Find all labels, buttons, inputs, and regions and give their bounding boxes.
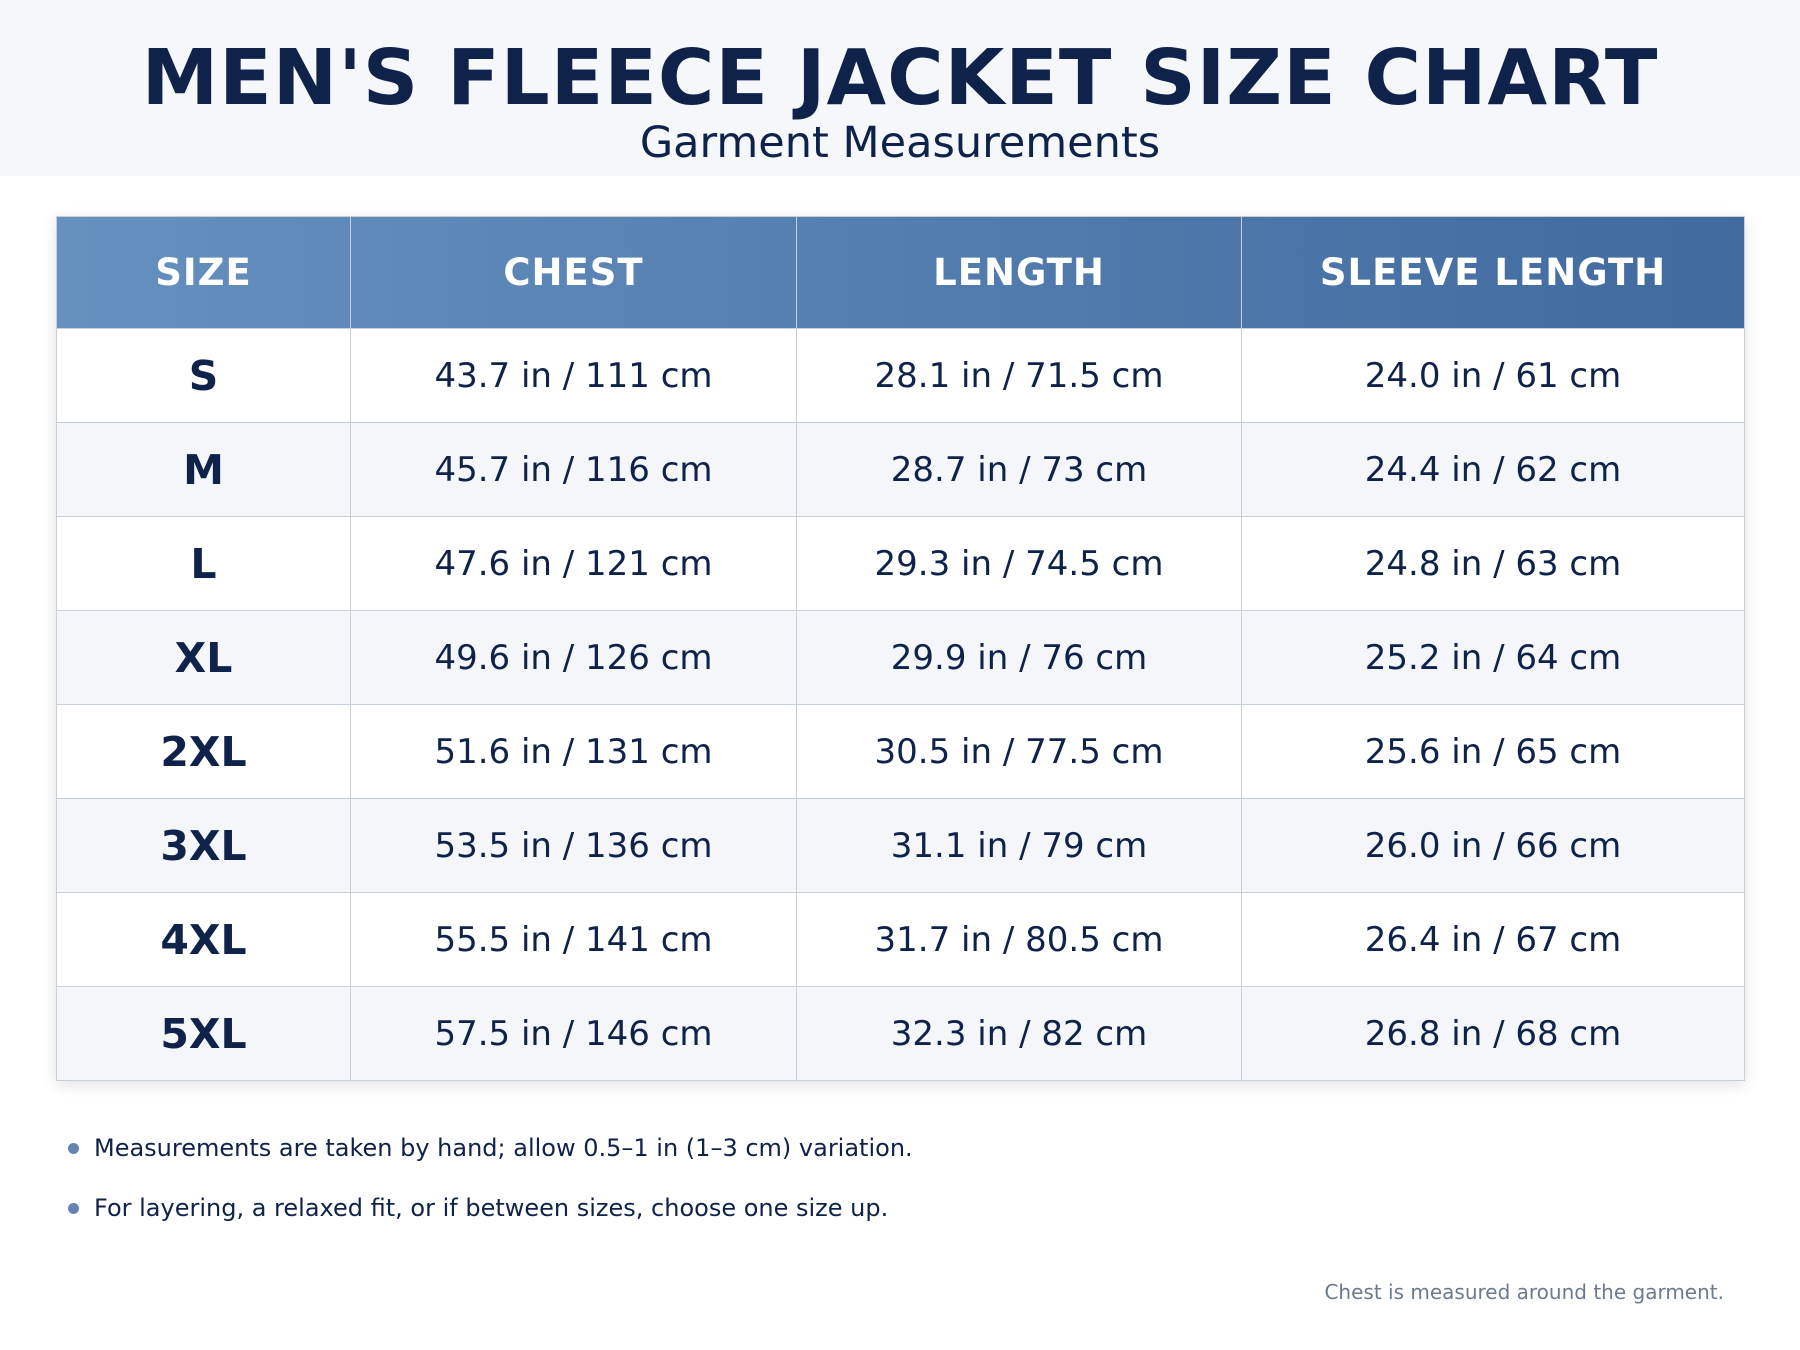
title: MEN'S FLEECE JACKET SIZE CHART (141, 34, 1659, 123)
measure-cell: 26.8 in / 68 cm (1241, 986, 1745, 1081)
measure-cell: 57.5 in / 146 cm (350, 986, 797, 1081)
measure-cell: 29.3 in / 74.5 cm (796, 516, 1242, 611)
measure-cell: 29.9 in / 76 cm (796, 610, 1242, 705)
measure-cell: 24.4 in / 62 cm (1241, 422, 1745, 517)
measure-cell: 26.0 in / 66 cm (1241, 798, 1745, 893)
measure-cell: 31.7 in / 80.5 cm (796, 892, 1242, 987)
size-cell: 2XL (56, 704, 351, 799)
size-cell: 5XL (56, 986, 351, 1081)
measure-cell: 55.5 in / 141 cm (350, 892, 797, 987)
note: Measurements are taken by hand; allow 0.… (68, 1130, 913, 1190)
column-header: CHEST (350, 216, 797, 329)
note: For layering, a relaxed fit, or if betwe… (68, 1190, 913, 1250)
measure-cell: 53.5 in / 136 cm (350, 798, 797, 893)
table-body: S 43.7 in / 111 cm 28.1 in / 71.5 cm 24.0 i… (56, 328, 1745, 1081)
measure-cell: 32.3 in / 82 cm (796, 986, 1242, 1081)
size-table: SIZE CHEST LENGTH SLEEVE LENGTH S 43.7 in / … (56, 216, 1745, 1081)
measure-cell: 24.8 in / 63 cm (1241, 516, 1745, 611)
header: MEN'S FLEECE JACKET SIZE CHART Garment M… (0, 0, 1800, 176)
measure-cell: 51.6 in / 131 cm (350, 704, 797, 799)
subtitle: Garment Measurements (639, 118, 1161, 168)
table-row: 3XL 53.5 in / 136 cm 31.1 in / 79 cm 26.0 i… (56, 798, 1745, 893)
measure-cell: 25.6 in / 65 cm (1241, 704, 1745, 799)
measure-cell: 49.6 in / 126 cm (350, 610, 797, 705)
table-row: XL 49.6 in / 126 cm 29.9 in / 76 cm 25.2 in… (56, 610, 1745, 705)
column-header: SLEEVE LENGTH (1241, 216, 1745, 329)
table-row: S 43.7 in / 111 cm 28.1 in / 71.5 cm 24.0 i… (56, 328, 1745, 423)
size-cell: XL (56, 610, 351, 705)
size-cell: L (56, 516, 351, 611)
measure-cell: 28.1 in / 71.5 cm (796, 328, 1242, 423)
table-head: SIZE CHEST LENGTH SLEEVE LENGTH (56, 216, 1745, 329)
column-header: LENGTH (796, 216, 1242, 329)
size-cell: 3XL (56, 798, 351, 893)
table-row: M 45.7 in / 116 cm 28.7 in / 73 cm 24.4 in … (56, 422, 1745, 517)
size-cell: 4XL (56, 892, 351, 987)
notes: Measurements are taken by hand; allow 0.… (68, 1130, 913, 1250)
table-row: 4XL 55.5 in / 141 cm 31.7 in / 80.5 cm 26.4… (56, 892, 1745, 987)
header-row: SIZE CHEST LENGTH SLEEVE LENGTH (56, 216, 1745, 329)
size-cell: M (56, 422, 351, 517)
footnote: Chest is measured around the garment. (1324, 1280, 1724, 1304)
measure-cell: 45.7 in / 116 cm (350, 422, 797, 517)
measure-cell: 30.5 in / 77.5 cm (796, 704, 1242, 799)
measure-cell: 28.7 in / 73 cm (796, 422, 1242, 517)
table-row: 5XL 57.5 in / 146 cm 32.3 in / 82 cm 26.8 i… (56, 986, 1745, 1081)
measure-cell: 43.7 in / 111 cm (350, 328, 797, 423)
size-cell: S (56, 328, 351, 423)
measure-cell: 47.6 in / 121 cm (350, 516, 797, 611)
measure-cell: 24.0 in / 61 cm (1241, 328, 1745, 423)
table-row: 2XL 51.6 in / 131 cm 30.5 in / 77.5 cm 25.6… (56, 704, 1745, 799)
column-header: SIZE (56, 216, 351, 329)
measure-cell: 25.2 in / 64 cm (1241, 610, 1745, 705)
table-row: L 47.6 in / 121 cm 29.3 in / 74.5 cm 24.8 i… (56, 516, 1745, 611)
measure-cell: 31.1 in / 79 cm (796, 798, 1242, 893)
measure-cell: 26.4 in / 67 cm (1241, 892, 1745, 987)
